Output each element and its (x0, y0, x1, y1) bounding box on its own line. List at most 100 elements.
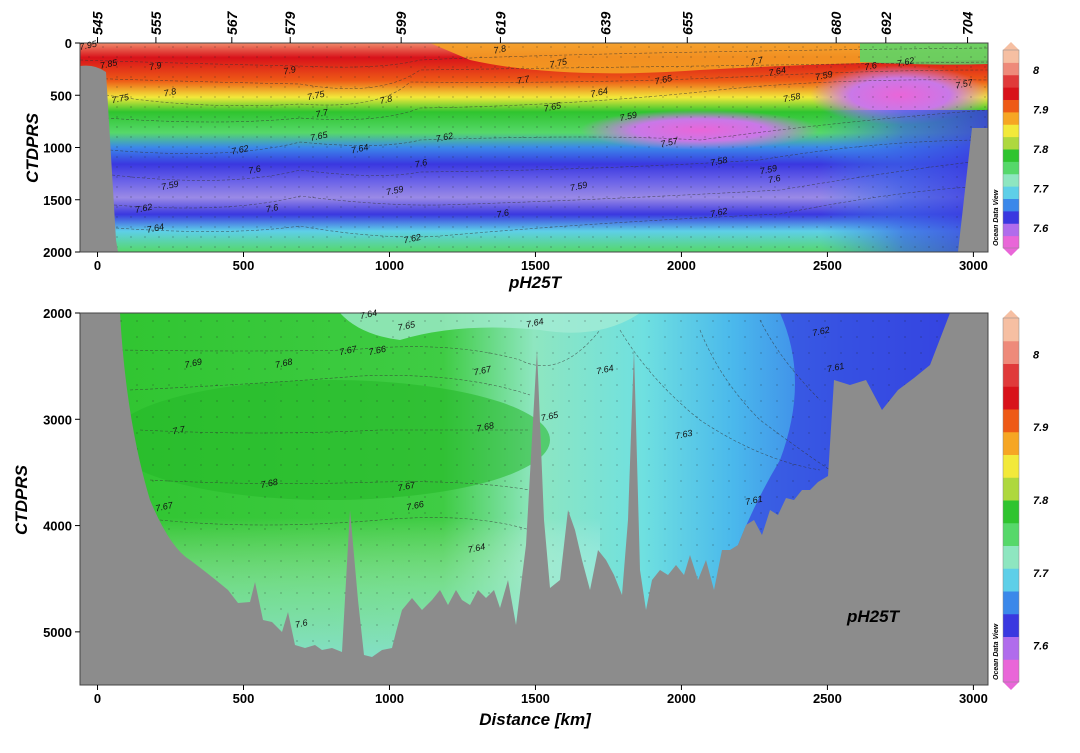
upper-sample-dot (606, 236, 608, 238)
upper-sample-dot (200, 96, 202, 98)
lower-sample-dot (120, 320, 122, 322)
upper-sample-dot (298, 156, 300, 158)
upper-sample-dot (536, 56, 538, 58)
upper-sample-dot (298, 146, 300, 148)
upper-sample-dot (886, 196, 888, 198)
upper-sample-dot (592, 76, 594, 78)
lower-sample-dot (472, 384, 474, 386)
upper-sample-dot (634, 76, 636, 78)
lower-sample-dot (600, 544, 602, 546)
lower-sample-dot (264, 608, 266, 610)
lower-sample-dot (312, 448, 314, 450)
upper-sample-dot (578, 96, 580, 98)
upper-sample-dot (242, 206, 244, 208)
upper-sample-dot (760, 126, 762, 128)
upper-sample-dot (536, 176, 538, 178)
upper-sample-dot (774, 66, 776, 68)
upper-sample-dot (816, 236, 818, 238)
lower-sample-dot (408, 416, 410, 418)
lower-sample-dot (328, 560, 330, 562)
lower-sample-dot (472, 368, 474, 370)
upper-sample-dot (158, 56, 160, 58)
lower-sample-dot (680, 400, 682, 402)
lower-sample-dot (456, 400, 458, 402)
upper-xtick-label: 2000 (667, 258, 696, 273)
upper-sample-dot (424, 216, 426, 218)
upper-sample-dot (242, 146, 244, 148)
upper-sample-dot (676, 136, 678, 138)
upper-sample-dot (270, 46, 272, 48)
upper-sample-dot (942, 176, 944, 178)
lower-sample-dot (504, 496, 506, 498)
lower-sample-dot (424, 336, 426, 338)
upper-sample-dot (676, 156, 678, 158)
upper-sample-dot (746, 56, 748, 58)
upper-sample-dot (620, 176, 622, 178)
lower-sample-dot (248, 496, 250, 498)
upper-sample-dot (494, 226, 496, 228)
upper-sample-dot (354, 86, 356, 88)
upper-sample-dot (172, 96, 174, 98)
lower-sample-dot (280, 352, 282, 354)
upper-sample-dot (144, 76, 146, 78)
lower-sample-dot (248, 400, 250, 402)
lower-sample-dot (552, 496, 554, 498)
upper-colorbar-swatch (1003, 62, 1019, 76)
upper-sample-dot (130, 116, 132, 118)
lower-sample-dot (168, 432, 170, 434)
lower-sample-dot (680, 384, 682, 386)
upper-sample-dot (774, 246, 776, 248)
lower-sample-dot (664, 528, 666, 530)
upper-sample-dot (270, 86, 272, 88)
upper-contour-label: 7.58 (782, 91, 801, 104)
upper-sample-dot (536, 236, 538, 238)
upper-sample-dot (844, 246, 846, 248)
lower-sample-dot (392, 352, 394, 354)
upper-sample-dot (550, 86, 552, 88)
upper-sample-dot (816, 66, 818, 68)
upper-ytick-label: 1000 (43, 141, 72, 156)
upper-sample-dot (844, 96, 846, 98)
upper-sample-dot (774, 146, 776, 148)
lower-sample-dot (440, 384, 442, 386)
upper-sample-dot (382, 166, 384, 168)
lower-sample-dot (824, 448, 826, 450)
lower-sample-dot (328, 576, 330, 578)
lower-sample-dot (520, 528, 522, 530)
lower-sample-dot (680, 528, 682, 530)
upper-sample-dot (956, 186, 958, 188)
lower-sample-dot (264, 496, 266, 498)
upper-sample-dot (382, 46, 384, 48)
upper-sample-dot (522, 146, 524, 148)
upper-sample-dot (130, 186, 132, 188)
upper-sample-dot (858, 96, 860, 98)
upper-sample-dot (774, 236, 776, 238)
lower-sample-dot (680, 480, 682, 482)
upper-sample-dot (158, 96, 160, 98)
lower-sample-dot (552, 416, 554, 418)
upper-sample-dot (746, 86, 748, 88)
upper-sample-dot (606, 166, 608, 168)
upper-contour-label: 7.7 (315, 107, 330, 120)
upper-sample-dot (578, 186, 580, 188)
lower-sample-dot (264, 336, 266, 338)
lower-sample-dot (584, 480, 586, 482)
upper-sample-dot (648, 216, 650, 218)
lower-sample-dot (824, 368, 826, 370)
lower-sample-dot (152, 432, 154, 434)
lower-sample-dot (600, 400, 602, 402)
lower-sample-dot (264, 416, 266, 418)
upper-sample-dot (228, 106, 230, 108)
lower-sample-dot (712, 352, 714, 354)
lower-sample-dot (216, 496, 218, 498)
upper-sample-dot (718, 126, 720, 128)
upper-sample-dot (886, 66, 888, 68)
upper-sample-dot (690, 146, 692, 148)
upper-sample-dot (410, 186, 412, 188)
upper-sample-dot (466, 196, 468, 198)
upper-contour-label: 7.59 (814, 69, 833, 82)
upper-sample-dot (424, 56, 426, 58)
upper-sample-dot (228, 216, 230, 218)
lower-sample-dot (648, 464, 650, 466)
